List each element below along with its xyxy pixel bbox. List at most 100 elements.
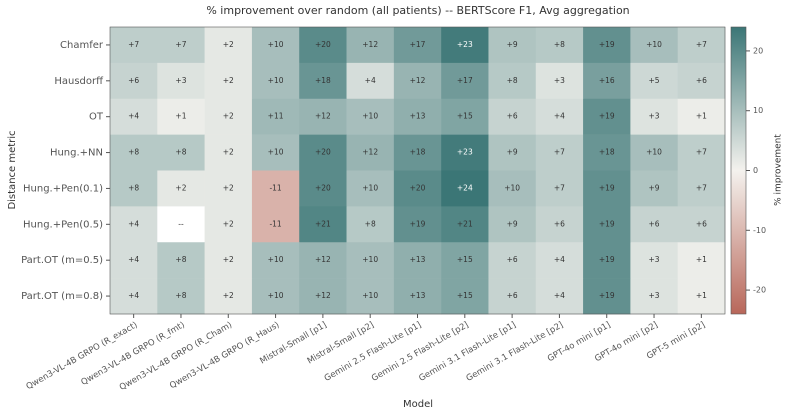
cell-label: +20 [410,183,426,192]
cell [630,206,678,243]
cell-label: +13 [410,255,426,264]
cell-label: +17 [457,76,473,85]
cell [110,242,158,279]
cell-label: +2 [223,40,234,49]
cell [251,242,300,279]
cell-label: +2 [223,112,234,121]
cell [346,62,395,100]
cell-label: +18 [315,76,331,85]
cell [583,206,631,243]
cell-label: +10 [362,291,378,300]
cell [299,170,347,207]
cell-label: -11 [269,219,281,228]
cell-label: +2 [223,291,234,300]
cell-label: +18 [410,148,426,157]
cell [441,134,489,171]
cell-label: +10 [268,40,284,49]
cell-label: +6 [696,76,707,85]
cell-label: +10 [268,76,284,85]
cell [157,206,205,243]
cell [441,278,489,315]
cell-label: +2 [223,255,234,264]
cell-label: +6 [649,219,660,228]
cell-label: +10 [646,40,662,49]
cell-label: +7 [554,183,565,192]
cell-label: +8 [554,40,565,49]
cell-label: +2 [223,148,234,157]
cell-label: +9 [507,219,518,228]
cell [535,98,584,135]
cell [393,62,442,100]
y-tick-label: Hung.+Pen(0.1) [23,183,103,194]
y-tick-label: Hung.+Pen(0.5) [23,219,103,230]
cell-label: +6 [554,219,565,228]
cell [630,62,678,100]
cell [677,134,726,171]
cell [535,62,584,100]
cell [299,27,347,64]
x-axis-label: Model [403,399,433,410]
cell [393,27,442,64]
cell-label: +12 [315,112,331,121]
colorbar-tick-label: -20 [753,286,766,295]
cell [677,62,726,100]
colorbar-tick-label: 20 [753,46,763,55]
cell [299,134,347,171]
cell-label: +9 [507,40,518,49]
cell [110,134,158,171]
cell-label: +12 [315,291,331,300]
cell-label: +19 [599,40,615,49]
cell-label: +10 [268,148,284,157]
cell [441,242,489,279]
cell-label: +20 [315,183,331,192]
cell [251,27,300,64]
cell [393,278,442,315]
cell [441,27,489,64]
cell [346,170,395,207]
cell [110,27,158,64]
cell-label: +17 [410,40,426,49]
cell [583,170,631,207]
cell-label: +12 [362,40,378,49]
cell-label: +3 [649,112,660,121]
cell [251,278,300,315]
cell [299,98,347,135]
cell-label: +8 [128,183,139,192]
cell-label: +7 [175,40,186,49]
cell-label: +4 [128,255,139,264]
cell-label: +12 [410,76,426,85]
cell-label: +8 [175,255,186,264]
cell-label: +1 [696,255,707,264]
cell-label: +19 [599,112,615,121]
cell-label: +19 [599,255,615,264]
cell [488,170,537,207]
colorbar-tick-label: -10 [753,226,766,235]
cell [346,242,395,279]
cell-label: +16 [599,76,615,85]
y-tick-label: Hung.+NN [50,148,103,159]
cell [204,170,253,207]
cell [299,206,347,243]
y-tick-label: Part.OT (m=0.8) [21,291,103,302]
cell [583,242,631,279]
cell-label: +19 [599,291,615,300]
cell-label: +10 [268,255,284,264]
cell [488,278,537,315]
cell-label: +6 [696,219,707,228]
cell-label: +18 [599,148,615,157]
cell [393,206,442,243]
cell [677,170,726,207]
y-tick-label: Chamfer [60,40,104,51]
cell-label: +11 [268,112,284,121]
cell [630,242,678,279]
cell [393,134,442,171]
cell-label: +24 [457,183,473,192]
cell [157,170,205,207]
cell [110,62,158,100]
cell [583,278,631,315]
cell-label: +10 [362,112,378,121]
cell [204,278,253,315]
cell-label: +5 [649,76,660,85]
cell-label: +8 [175,291,186,300]
